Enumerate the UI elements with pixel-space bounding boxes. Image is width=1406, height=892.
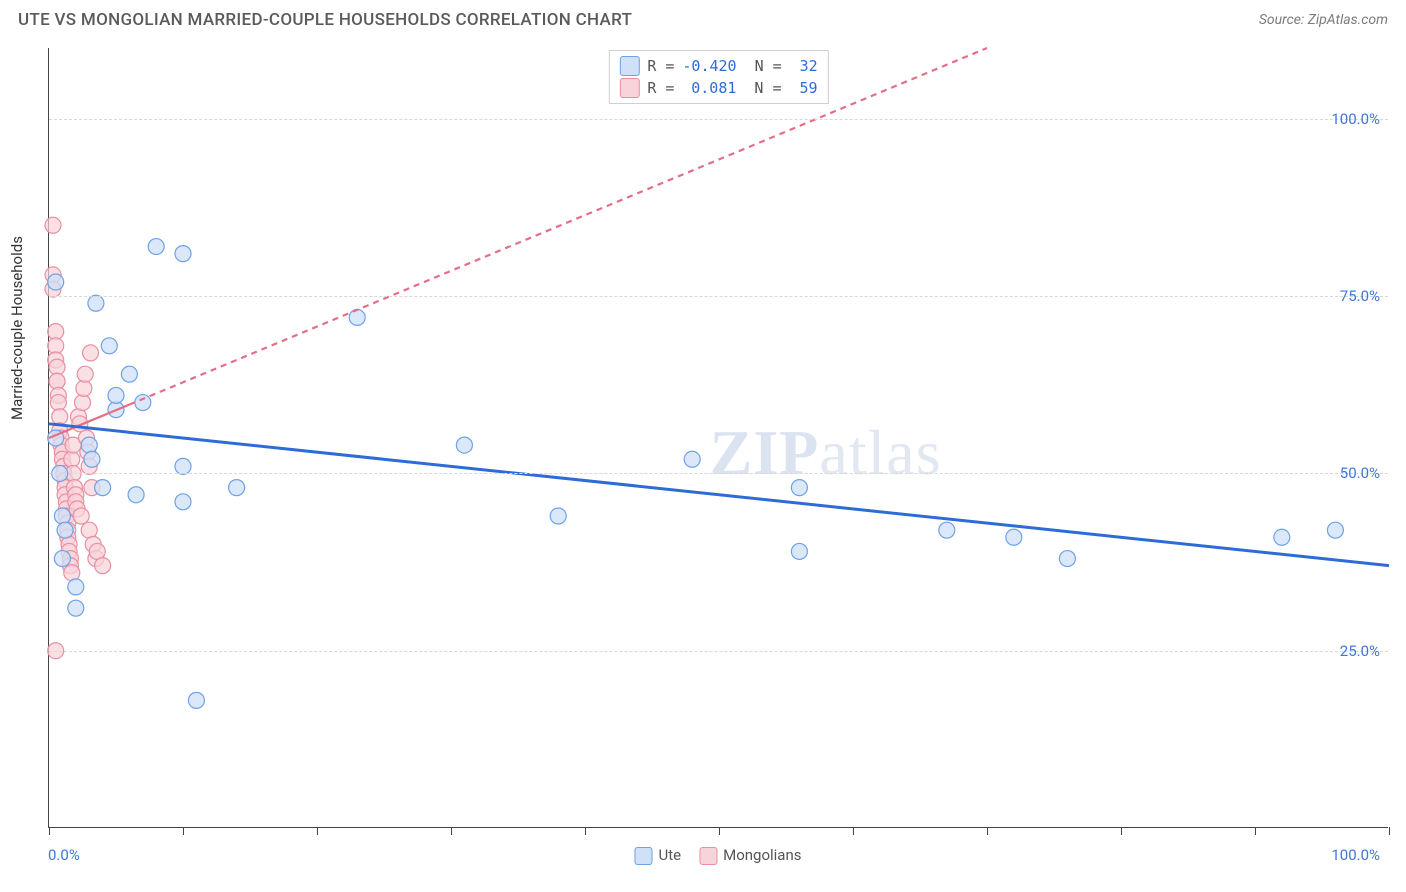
ute-point [121, 366, 137, 382]
ute-point [81, 437, 97, 453]
ute-point [128, 487, 144, 503]
x-tick [317, 827, 318, 835]
y-tick-label: 50.0% [1340, 464, 1380, 482]
mongolians-point [64, 451, 80, 467]
mongolians-trend-dashed [129, 48, 987, 405]
ute-point [88, 295, 104, 311]
ute-point [54, 551, 70, 567]
chart-plot-area: ZIPatlas R =-0.420N =32R =0.081N =59 25.… [48, 48, 1388, 828]
x-tick [719, 827, 720, 835]
mongolians-point [83, 345, 99, 361]
ute-point [101, 338, 117, 354]
scatter-plot-svg [49, 48, 1388, 827]
legend-item: Ute [635, 846, 682, 865]
ute-trend-line [49, 424, 1389, 566]
x-tick [1121, 827, 1122, 835]
mongolians-point [81, 522, 97, 538]
source-label: Source: ZipAtlas.com [1259, 12, 1388, 28]
x-tick [853, 827, 854, 835]
legend-item: Mongolians [699, 846, 801, 865]
legend-label: Mongolians [723, 846, 801, 864]
mongolians-point [50, 395, 66, 411]
chart-title: UTE VS MONGOLIAN MARRIED-COUPLE HOUSEHOL… [18, 10, 632, 30]
x-tick [1255, 827, 1256, 835]
ute-point [1006, 529, 1022, 545]
x-tick [987, 827, 988, 835]
x-tick [49, 827, 50, 835]
mongolians-point [49, 373, 65, 389]
ute-point [48, 274, 64, 290]
ute-point [84, 451, 100, 467]
x-axis-min-label: 0.0% [48, 846, 80, 864]
x-tick [1389, 827, 1390, 835]
ute-point [57, 522, 73, 538]
x-tick [451, 827, 452, 835]
ute-point [175, 246, 191, 262]
gridline-h [49, 296, 1388, 297]
ute-point [54, 508, 70, 524]
x-tick [183, 827, 184, 835]
ute-point [791, 543, 807, 559]
legend-label: Ute [659, 846, 682, 864]
mongolians-point [73, 508, 89, 524]
ute-point [791, 480, 807, 496]
ute-point [1327, 522, 1343, 538]
mongolians-point [64, 565, 80, 581]
x-axis-max-label: 100.0% [1331, 846, 1380, 864]
mongolians-point [76, 380, 92, 396]
ute-point [175, 494, 191, 510]
ute-point [148, 239, 164, 255]
ute-point [1274, 529, 1290, 545]
ute-point [229, 480, 245, 496]
x-axis-row: 0.0% Ute Mongolians 100.0% [48, 840, 1388, 880]
ute-point [684, 451, 700, 467]
series-legend: Ute Mongolians [635, 846, 802, 865]
ute-point [939, 522, 955, 538]
ute-point [135, 395, 151, 411]
mongolians-point [95, 558, 111, 574]
ute-point [188, 692, 204, 708]
x-tick [585, 827, 586, 835]
ute-point [68, 579, 84, 595]
gridline-h [49, 119, 1388, 120]
y-tick-label: 25.0% [1340, 642, 1380, 660]
ute-point [349, 309, 365, 325]
ute-point [175, 458, 191, 474]
y-tick-label: 75.0% [1340, 287, 1380, 305]
ute-point [95, 480, 111, 496]
mongolians-point [45, 217, 61, 233]
mongolians-point [75, 395, 91, 411]
ute-point [550, 508, 566, 524]
legend-swatch [635, 847, 653, 865]
ute-point [1059, 551, 1075, 567]
ute-point [108, 387, 124, 403]
ute-point [456, 437, 472, 453]
ute-point [68, 600, 84, 616]
gridline-h [49, 473, 1388, 474]
legend-swatch [699, 847, 717, 865]
mongolians-point [77, 366, 93, 382]
y-axis-label: Married-couple Households [8, 236, 26, 420]
y-tick-label: 100.0% [1331, 110, 1380, 128]
gridline-h [49, 651, 1388, 652]
